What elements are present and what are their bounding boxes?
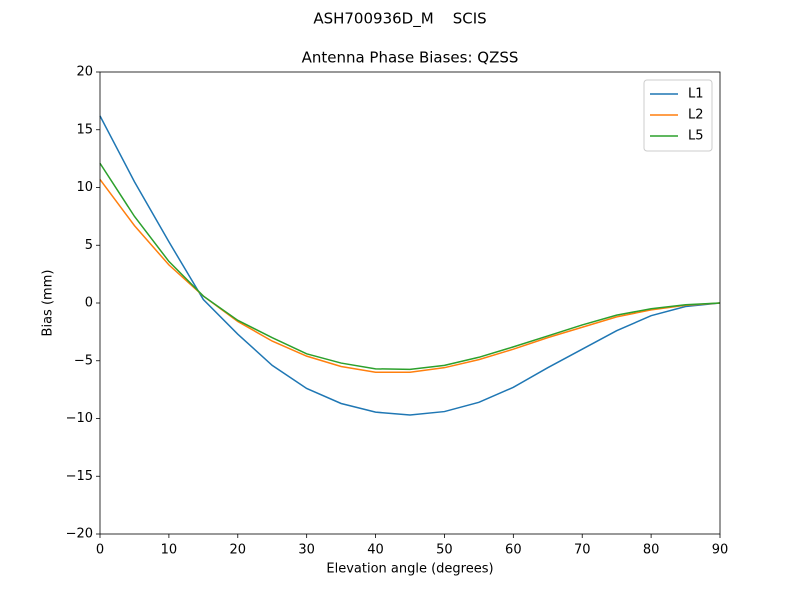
y-tick-label: 5 <box>85 238 93 253</box>
data-line <box>99 178 721 374</box>
legend-label: L5 <box>688 129 704 144</box>
data-line <box>99 115 721 416</box>
y-tick-label: 20 <box>76 65 93 80</box>
chart-title: Antenna Phase Biases: QZSS <box>302 49 519 67</box>
y-tick-label: −10 <box>66 411 93 426</box>
x-tick-label: 80 <box>643 543 660 558</box>
axes-frame <box>99 71 721 535</box>
x-tick-label: 0 <box>96 543 104 558</box>
y-tick-label: 0 <box>85 296 93 311</box>
y-tick-label: −5 <box>74 353 93 368</box>
x-tick-label: 20 <box>230 543 247 558</box>
x-tick-label: 90 <box>712 543 729 558</box>
legend-label: L2 <box>688 108 704 123</box>
x-tick-label: 50 <box>436 543 453 558</box>
legend: L1 L2 L5 <box>643 79 713 152</box>
data-line <box>99 162 721 371</box>
y-tick-label: −20 <box>66 527 93 542</box>
y-axis-label: Bias (mm) <box>41 270 56 337</box>
legend-label: L1 <box>688 87 704 102</box>
suptitle: ASH700936D_M SCIS <box>313 10 486 29</box>
y-tick-label: 15 <box>76 122 93 137</box>
x-tick-label: 60 <box>505 543 522 558</box>
x-axis-label: Elevation angle (degrees) <box>326 562 493 577</box>
y-tick-label: 10 <box>76 180 93 195</box>
y-tick-label: −15 <box>66 469 93 484</box>
x-tick-label: 70 <box>574 543 591 558</box>
x-tick-label: 40 <box>367 543 384 558</box>
x-tick-label: 10 <box>161 543 178 558</box>
x-tick-label: 30 <box>298 543 315 558</box>
